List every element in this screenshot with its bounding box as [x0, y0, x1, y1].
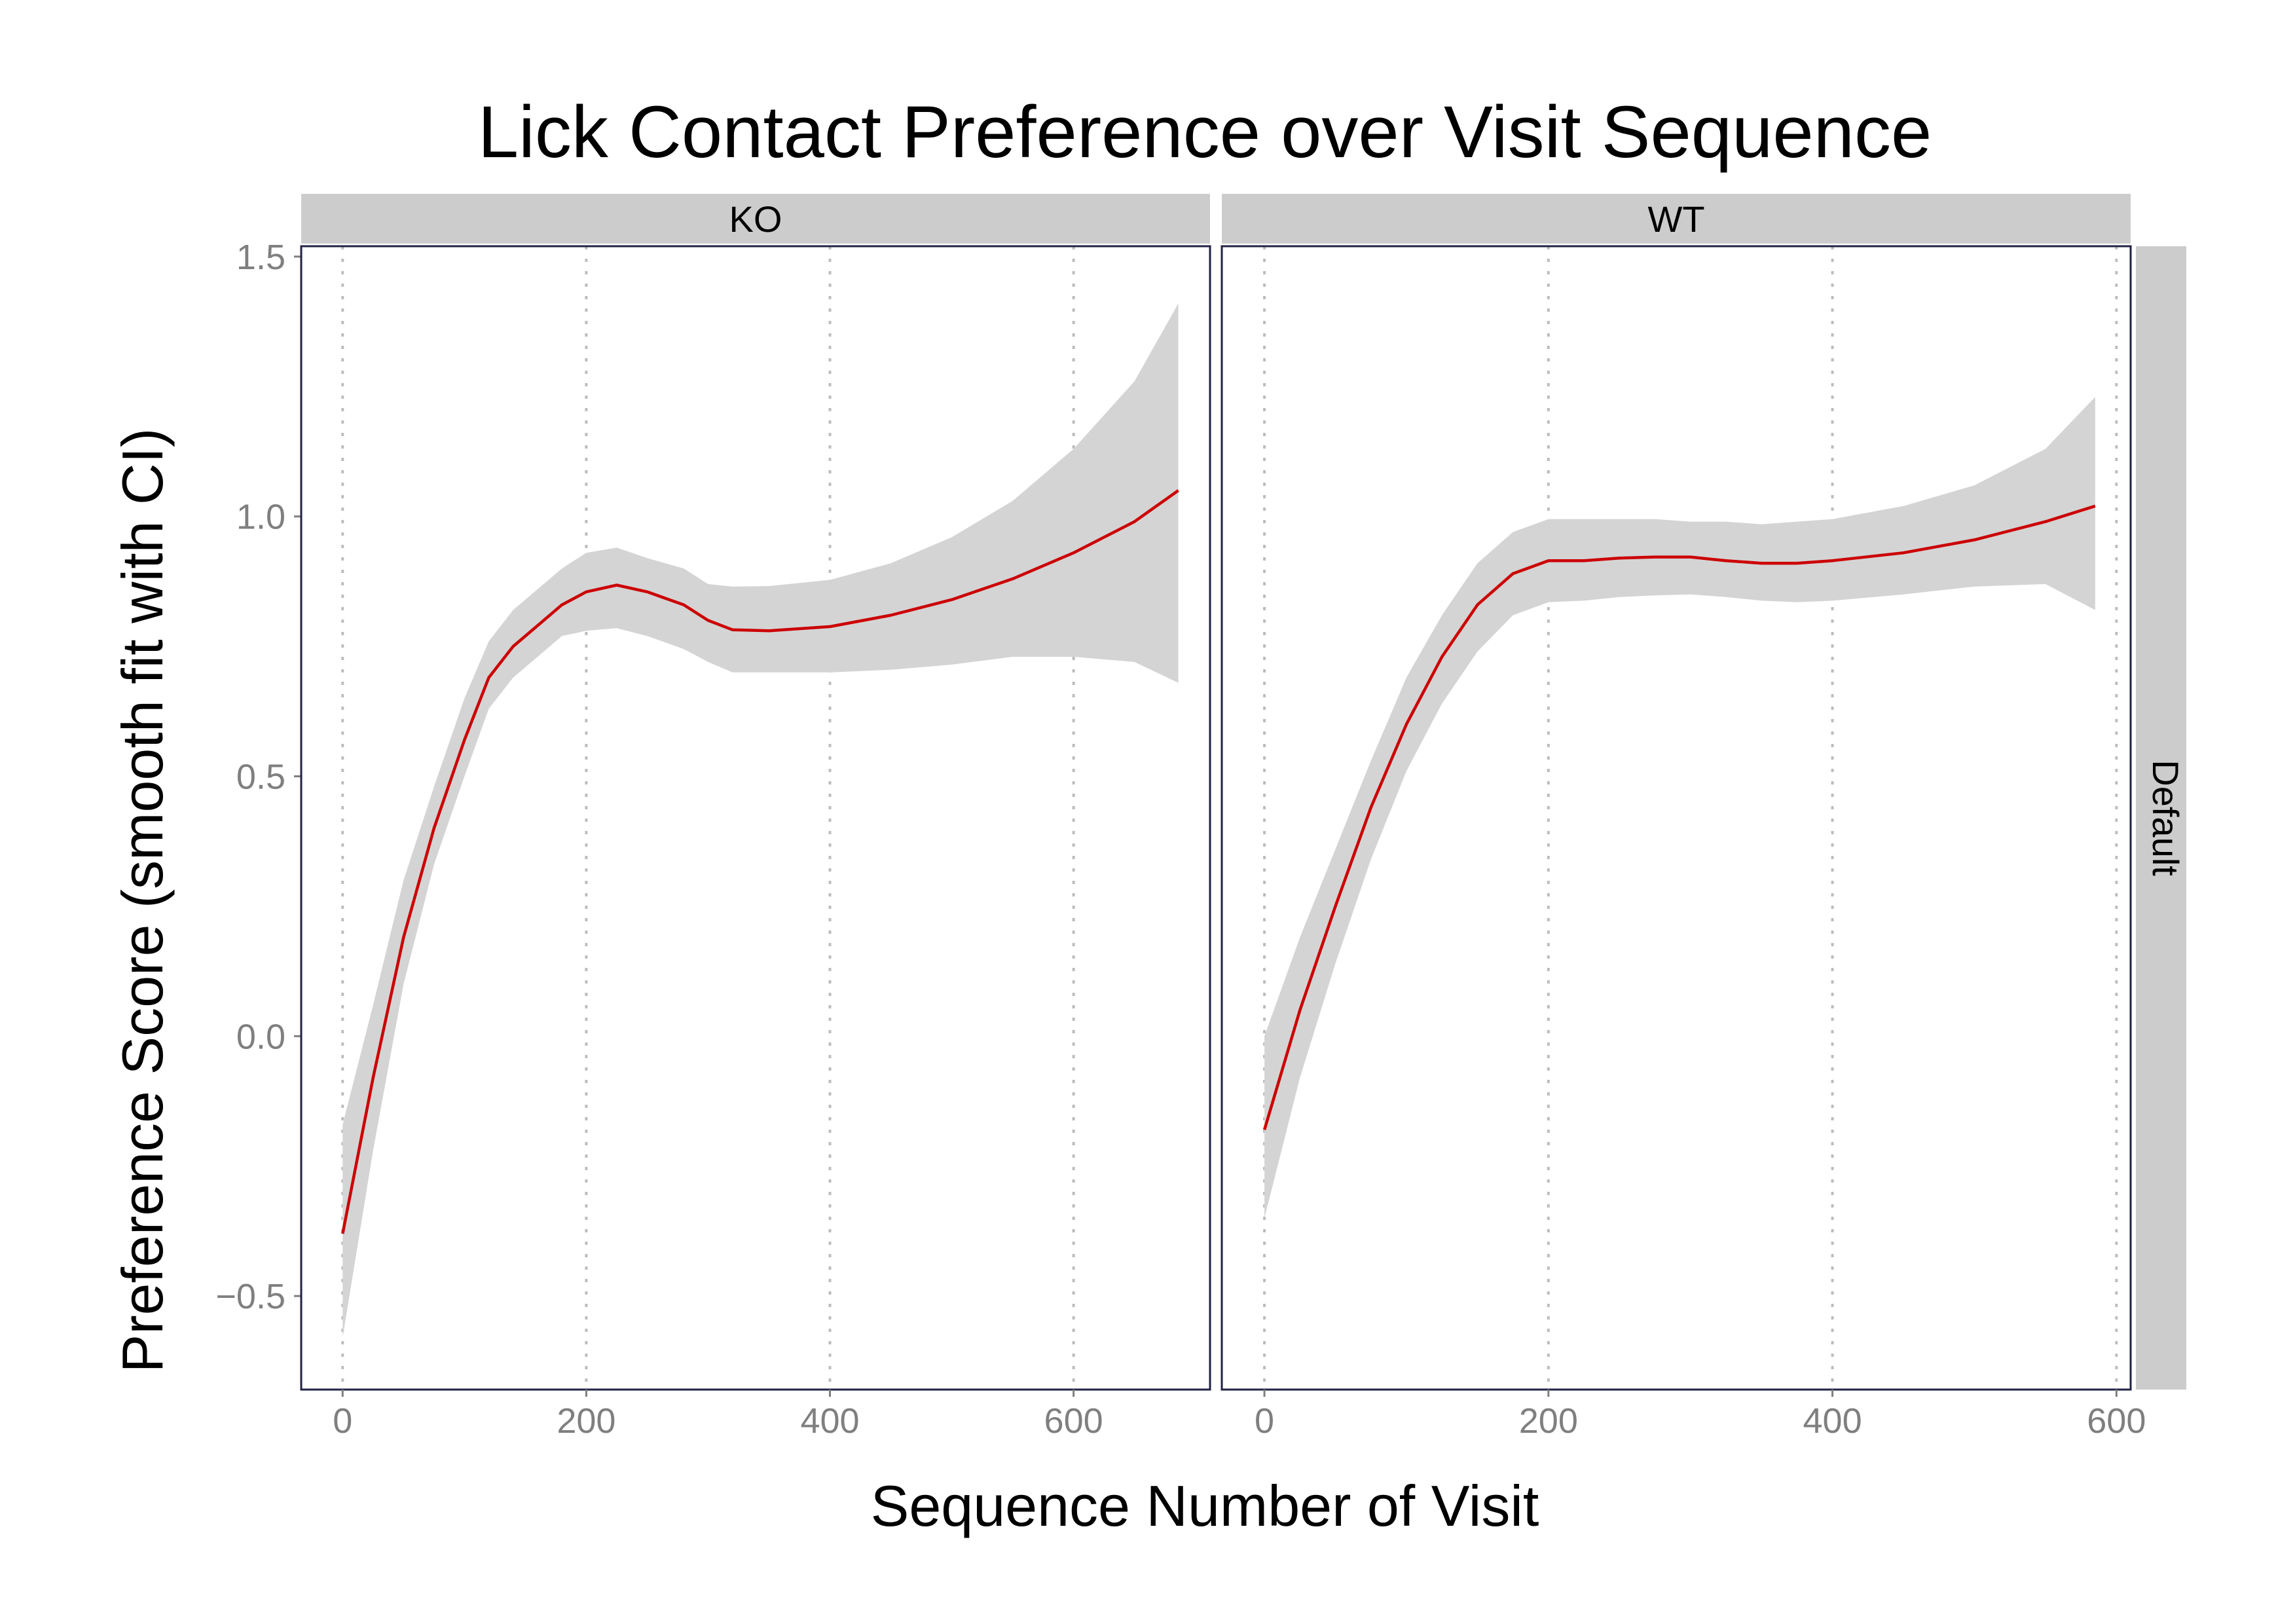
- strip-background: [301, 194, 1210, 244]
- row-strip-label: Default: [2145, 760, 2186, 876]
- row-strip: Default: [2136, 246, 2186, 1390]
- panel-ko: KO 0 200 400 600: [300, 194, 1211, 1441]
- x-tick-label: 0: [333, 1401, 352, 1441]
- x-axis-title: Sequence Number of Visit: [871, 1473, 1539, 1538]
- y-tick-label: 0.0: [236, 1017, 285, 1056]
- panel-border: [1221, 245, 2132, 1391]
- strip-label: WT: [1647, 198, 1704, 240]
- y-axis: −0.5 0.0 0.5 1.0 1.5: [215, 238, 301, 1316]
- fit-line: [1262, 504, 2096, 1130]
- chart-title: Lick Contact Preference over Visit Seque…: [478, 91, 1932, 173]
- x-tick-label: 400: [1803, 1401, 1862, 1441]
- strip-background: [1222, 194, 2131, 244]
- fit-line: [341, 489, 1179, 1234]
- y-axis-title: Preference Score (smooth fit with CI): [110, 428, 175, 1373]
- y-tick-label: 1.0: [236, 498, 285, 537]
- ci-band: [342, 303, 1179, 1338]
- row-strip-background: [2136, 246, 2186, 1390]
- panel-wt: WT 0 200 400 600: [1221, 194, 2146, 1441]
- x-tick-label: 0: [1255, 1401, 1274, 1441]
- panels: −0.5 0.0 0.5 1.0 1.5 KO 0 200 400 600 WT 0 200 400 600: [215, 194, 2146, 1441]
- y-tick-label: −0.5: [215, 1277, 285, 1316]
- strip-label: KO: [729, 198, 782, 240]
- y-tick-label: 0.5: [236, 758, 285, 797]
- ci-band: [1264, 397, 2095, 1219]
- x-tick-label: 400: [800, 1401, 859, 1441]
- y-tick-label: 1.5: [236, 238, 285, 277]
- x-tick-label: 600: [2087, 1401, 2146, 1441]
- x-tick-label: 600: [1044, 1401, 1103, 1441]
- x-tick-label: 200: [1519, 1401, 1578, 1441]
- panel-border: [300, 245, 1211, 1391]
- x-tick-label: 200: [557, 1401, 615, 1441]
